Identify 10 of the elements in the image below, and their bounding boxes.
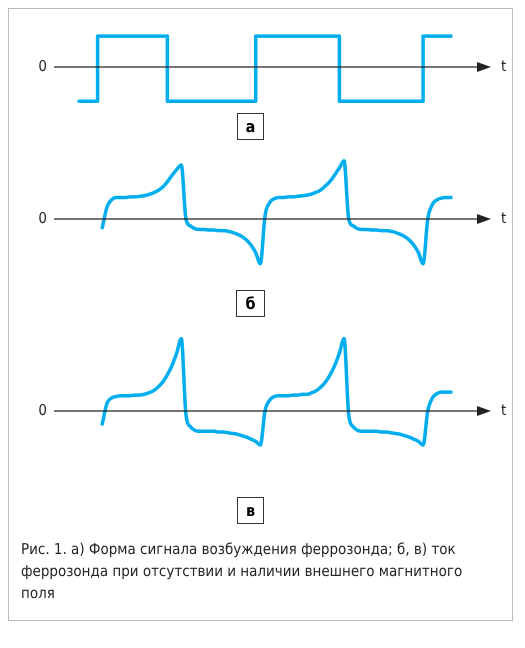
ref-line-label: 0 bbox=[38, 400, 47, 419]
x-axis-title: t bbox=[501, 56, 506, 75]
x-axis-title: t bbox=[501, 208, 506, 227]
text: в bbox=[236, 497, 264, 524]
text: б bbox=[236, 290, 265, 317]
text: Рис. 1. а) Форма сигнала возбуждения феррозонда; б, в) ток феррозонда при отсутствии и наличии внешнего магнитного поля bbox=[20, 539, 464, 604]
text: а bbox=[236, 113, 264, 140]
x-axis-title: t bbox=[501, 400, 506, 419]
ref-line-label: 0 bbox=[38, 208, 47, 227]
ref-line-label: 0 bbox=[38, 56, 47, 75]
